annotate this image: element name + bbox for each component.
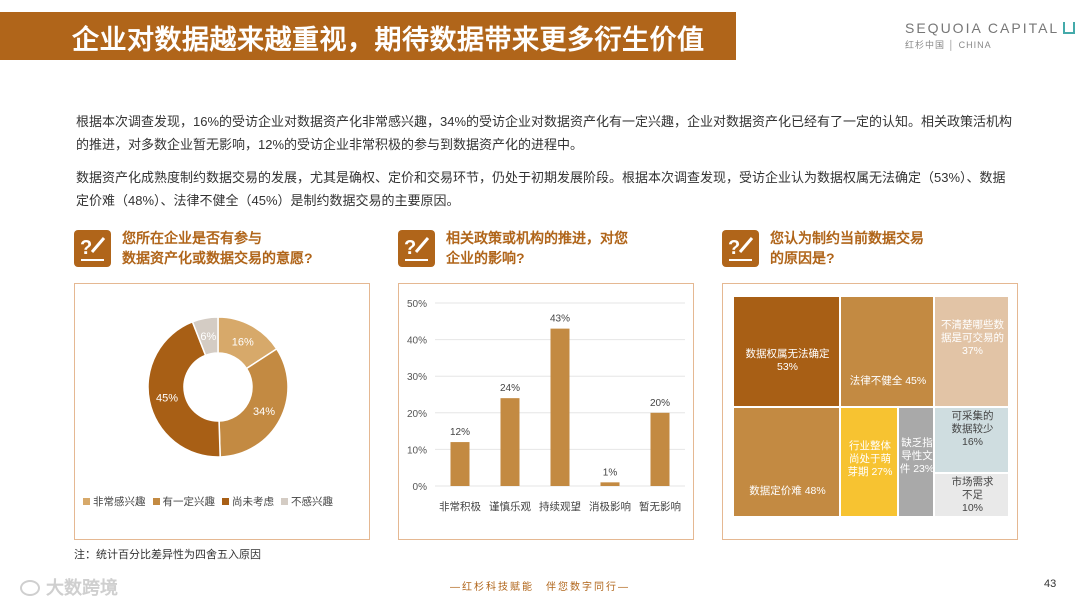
legend-swatch — [152, 498, 160, 505]
y-tick-label: 20% — [407, 409, 427, 420]
svg-text:?: ? — [404, 237, 416, 259]
treemap-cell-4: 行业整体 尚处于萌 芽期 27% — [840, 406, 898, 517]
treemap-label-3: 法律不健全 45% — [849, 374, 927, 387]
donut-slice-4 — [191, 316, 219, 357]
treemap-cell-2: 数据定价难 48% — [733, 406, 840, 517]
question-3-text: 您认为制约当前数据交易 的原因是? — [770, 230, 924, 266]
question-2: ? 相关政策或机构的推进，对您 企业的影响? — [398, 228, 694, 272]
legend-item-1: 非常感兴趣 — [83, 494, 146, 509]
bar-1 — [450, 442, 470, 486]
donut-label-2: 34% — [253, 406, 275, 418]
summary-paragraph-1: 根据本次调查发现，16%的受访企业对数据资产化非常感兴趣，34%的受访企业对数据… — [76, 114, 1013, 152]
y-tick-label: 40% — [407, 336, 427, 347]
treemap-cell-5: 缺乏指 导性文 件 23% — [898, 406, 935, 517]
legend-label: 尚未考虑 — [232, 496, 274, 508]
treemap-label-4: 行业整体 尚处于萌 芽期 27% — [847, 440, 893, 479]
legend-label: 有一定兴趣 — [162, 496, 216, 508]
bar-value-label: 24% — [500, 383, 520, 394]
treemap-panel: 数据权属无法确定 53% 数据定价难 48% 法律不健全 45% 行业整体 尚处于萌 … — [722, 283, 1018, 540]
brand-logo: SEQUOIA CAPITAL 红杉中国 │ CHINA — [905, 20, 1076, 51]
bar-4 — [600, 482, 620, 486]
question-3: ? 您认为制约当前数据交易 的原因是? — [722, 228, 1018, 272]
donut-slice-2 — [218, 347, 289, 458]
legend-item-3: 尚未考虑 — [222, 494, 274, 509]
watermark: 大数跨境 — [20, 574, 118, 600]
question-icon: ? — [398, 230, 435, 267]
brand-subtitle: 红杉中国 │ CHINA — [905, 40, 992, 50]
watermark-logo-icon — [20, 580, 40, 596]
y-tick-label: 50% — [407, 299, 427, 310]
svg-text:?: ? — [80, 237, 92, 259]
bar-5 — [650, 412, 670, 486]
donut-label-3: 45% — [156, 392, 178, 404]
bar-chart-panel: 0% 10% 20% 30% 40% 50% 12% 非常积极 24% 谨慎乐观 43% 持续观望 1%… — [398, 283, 694, 540]
y-tick-label: 30% — [407, 372, 427, 383]
bar-value-label: 12% — [450, 427, 470, 438]
treemap-label-5: 缺乏指 导性文 件 23% — [899, 437, 935, 475]
x-category-label: 谨慎乐观 — [489, 500, 531, 513]
question-1-text: 您所在企业是否有参与 数据资产化或数据交易的意愿? — [122, 230, 313, 266]
treemap-label-6: 不清楚哪些数 据是可交易的 37% — [941, 318, 1004, 357]
x-category-label: 持续观望 — [539, 500, 581, 513]
footer-slogan: —红杉科技赋能 伴您数字同行— — [450, 582, 630, 593]
bar-value-label: 1% — [603, 467, 618, 478]
title-banner: 企业对数据越来越重视，期待数据带来更多衍生价值 — [0, 12, 736, 60]
legend-swatch — [281, 498, 288, 505]
question-icon: ? — [722, 230, 759, 267]
legend-item-2: 有一定兴趣 — [152, 494, 216, 509]
brand-name: SEQUOIA CAPITAL — [905, 20, 1060, 36]
bar-3 — [550, 328, 570, 486]
watermark-text: 大数跨境 — [46, 578, 118, 598]
donut-slice-3 — [147, 320, 221, 458]
treemap-label-8: 市场需求 不足 10% — [951, 475, 994, 514]
legend-swatch — [222, 498, 229, 505]
question-icon: ? — [74, 230, 111, 267]
donut-legend: 非常感兴趣 有一定兴趣 尚未考虑 不感兴趣 — [83, 494, 367, 509]
y-tick-label: 0% — [413, 482, 428, 493]
bar-chart: 0% 10% 20% 30% 40% 50% 12% 非常积极 24% 谨慎乐观 43% 持续观望 1%… — [407, 299, 685, 513]
question-1: ? 您所在企业是否有参与 数据资产化或数据交易的意愿? — [74, 228, 370, 272]
bar-value-label: 20% — [650, 398, 670, 409]
sequoia-mark-icon — [1063, 22, 1076, 34]
treemap-label-7: 可采集的 数据较少 16% — [951, 409, 994, 448]
treemap-cell-8: 市场需求 不足 10% — [934, 472, 1009, 517]
x-category-label: 暂无影响 — [639, 500, 681, 513]
footnote: 注：统计百分比差异性为四舍五入原因 — [74, 549, 261, 561]
treemap-cell-6: 不清楚哪些数 据是可交易的 37% — [934, 296, 1009, 407]
page-title: 企业对数据越来越重视，期待数据带来更多衍生价值 — [72, 25, 705, 55]
legend-label: 不感兴趣 — [291, 496, 333, 508]
treemap-cell-1: 数据权属无法确定 53% — [733, 296, 840, 407]
question-2-text: 相关政策或机构的推进，对您 企业的影响? — [446, 230, 628, 266]
treemap-cell-7: 可采集的 数据较少 16% — [934, 406, 1009, 473]
treemap-label-1: 数据权属无法确定 53% — [745, 348, 830, 374]
donut-chart: 16% 34% 45% 6% — [147, 316, 289, 458]
legend-label: 非常感兴趣 — [93, 496, 146, 508]
legend-item-4: 不感兴趣 — [281, 494, 333, 509]
svg-text:?: ? — [728, 237, 740, 259]
page-number: 43 — [1044, 578, 1057, 590]
bar-2 — [500, 398, 520, 486]
treemap-cell-3: 法律不健全 45% — [840, 296, 934, 407]
legend-swatch — [83, 498, 90, 505]
donut-chart-panel: 16% 34% 45% 6% 非常感兴趣 有一定兴趣 尚未考虑 不感兴趣 — [74, 283, 370, 540]
bar-value-label: 43% — [550, 314, 570, 325]
donut-label-1: 16% — [232, 336, 254, 348]
y-tick-label: 10% — [407, 445, 427, 456]
treemap-label-2: 数据定价难 48% — [749, 485, 826, 498]
donut-label-4: 6% — [200, 331, 216, 343]
summary-paragraph-2: 数据资产化成熟度制约数据交易的发展，尤其是确权、定价和交易环节，仍处于初期发展阶… — [76, 170, 1006, 208]
x-category-label: 非常积极 — [439, 500, 481, 513]
x-category-label: 消极影响 — [589, 500, 631, 513]
